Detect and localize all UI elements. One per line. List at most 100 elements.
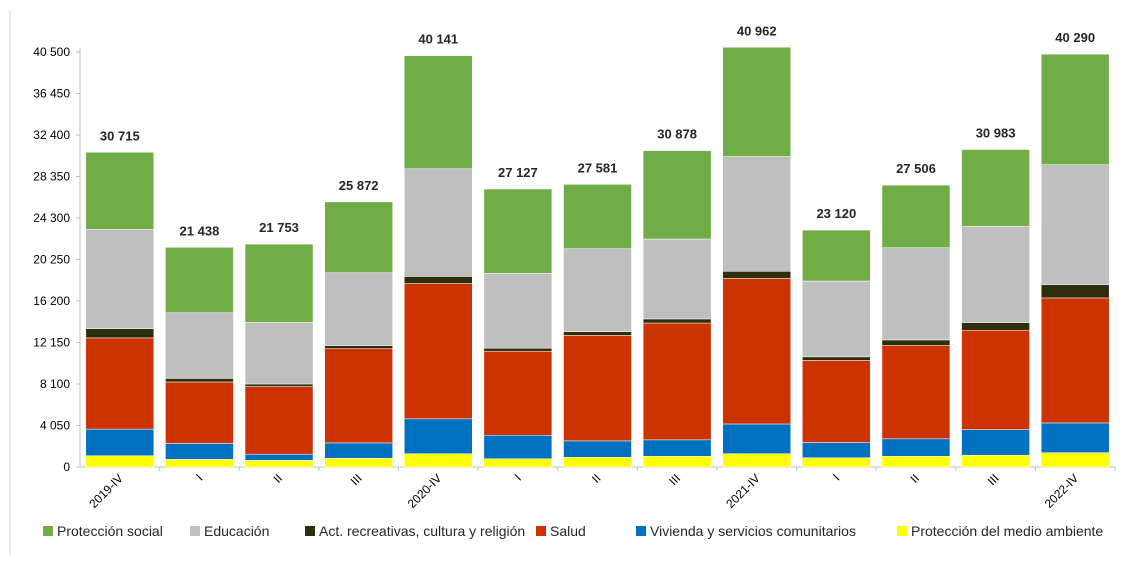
bar-segment — [961, 454, 1030, 468]
legend-label: Act. recreativas, cultura y religión — [319, 523, 525, 539]
bar-segment — [802, 457, 871, 468]
bar-segment — [802, 360, 871, 443]
bar-segment — [1040, 422, 1110, 453]
bar-total-label: 21 438 — [180, 223, 220, 238]
bar-segment — [961, 429, 1030, 456]
bar-segment — [244, 322, 314, 385]
bar-segment — [642, 318, 712, 324]
bar-total-label: 30 715 — [100, 128, 140, 143]
bar-segment — [1040, 284, 1110, 299]
bar-segment — [961, 329, 1030, 430]
y-tick-label: 20 250 — [33, 253, 70, 267]
bar-segment — [244, 383, 314, 387]
bar-segment — [563, 184, 632, 249]
bar-segment — [404, 418, 473, 454]
bar-segment — [483, 188, 553, 274]
chart-legend: Protección social Educación Act. recreativ… — [43, 523, 1103, 539]
bar-segment — [483, 458, 553, 468]
bar-segment — [1040, 297, 1110, 424]
bar-total-label: 21 753 — [259, 220, 299, 235]
bar-segment — [404, 283, 473, 420]
bar-segment — [85, 152, 155, 230]
bar-segment — [1040, 53, 1110, 165]
bar-segment — [165, 381, 234, 444]
bar-segment — [722, 47, 791, 157]
bar-total-label: 25 872 — [339, 178, 379, 193]
bar-segment — [483, 434, 553, 460]
bar-segment — [324, 201, 393, 274]
bar-segment — [881, 247, 951, 341]
legend-label: Salud — [550, 523, 586, 539]
chart-total-labels: 30 715 21 438 21 753 25 872 40 141 27 127 27 5… — [100, 23, 1095, 238]
bar-segment — [563, 440, 632, 458]
y-tick-label: 36 450 — [33, 87, 70, 101]
y-tick-label: 40 500 — [33, 45, 70, 59]
bar-segment — [404, 276, 473, 284]
bar-segment — [642, 238, 712, 320]
bar-segment — [642, 439, 712, 457]
bar-segment — [961, 149, 1030, 227]
bar-segment — [165, 459, 234, 468]
bar-segment — [85, 337, 155, 430]
y-tick-label: 16 200 — [33, 294, 70, 308]
bar-segment — [802, 229, 871, 282]
bar-segment — [324, 458, 393, 468]
bar-segment — [563, 457, 632, 468]
legend-swatch — [636, 526, 646, 536]
chart-bars — [85, 47, 1110, 468]
legend-label: Vivienda y servicios comunitarios — [650, 523, 856, 539]
bar-segment — [961, 322, 1030, 331]
bar-segment — [881, 455, 951, 468]
bar-total-label: 40 141 — [418, 32, 458, 47]
bar-segment — [802, 356, 871, 361]
bar-segment — [85, 455, 155, 468]
bar-segment — [642, 322, 712, 441]
bar-total-label: 30 983 — [976, 126, 1016, 141]
bar-segment — [324, 442, 393, 459]
bar-segment — [802, 442, 871, 459]
y-tick-label: 0 — [63, 460, 70, 474]
bar-segment — [324, 345, 393, 349]
bar-segment — [165, 378, 234, 383]
bar-segment — [802, 280, 871, 358]
legend-label: Educación — [204, 523, 269, 539]
bar-segment — [722, 423, 791, 454]
legend-swatch — [536, 526, 546, 536]
bar-segment — [483, 350, 553, 436]
bar-segment — [404, 55, 473, 170]
bar-segment — [404, 453, 473, 468]
bar-segment — [881, 339, 951, 346]
legend-label: Protección social — [57, 523, 163, 539]
bar-segment — [324, 348, 393, 444]
bar-total-label: 30 878 — [657, 127, 697, 142]
bar-total-label: 27 581 — [578, 160, 618, 175]
bar-segment — [404, 168, 473, 277]
chart-y-tick-labels: 0 4 050 8 100 12 150 16 200 20 250 24 300 28 35… — [33, 45, 70, 474]
bar-segment — [563, 248, 632, 332]
y-tick-label: 32 400 — [33, 128, 70, 142]
bar-segment — [881, 184, 951, 248]
bar-segment — [722, 271, 791, 279]
y-tick-label: 24 300 — [33, 211, 70, 225]
bar-segment — [244, 453, 314, 461]
bar-segment — [244, 386, 314, 455]
bar-segment — [1040, 452, 1110, 468]
bar-segment — [324, 272, 393, 346]
bar-segment — [244, 460, 314, 468]
y-tick-label: 8 100 — [40, 377, 70, 391]
bar-segment — [85, 328, 155, 339]
legend-swatch — [190, 526, 200, 536]
bar-total-label: 23 120 — [816, 206, 856, 221]
bar-segment — [483, 273, 553, 349]
bar-segment — [642, 455, 712, 468]
bar-segment — [722, 156, 791, 272]
bar-segment — [165, 312, 234, 379]
legend-swatch — [305, 526, 315, 536]
bar-segment — [563, 331, 632, 336]
bar-segment — [165, 443, 234, 460]
bar-segment — [483, 347, 553, 352]
y-tick-label: 28 350 — [33, 170, 70, 184]
bar-segment — [165, 247, 234, 314]
bar-segment — [961, 225, 1030, 323]
